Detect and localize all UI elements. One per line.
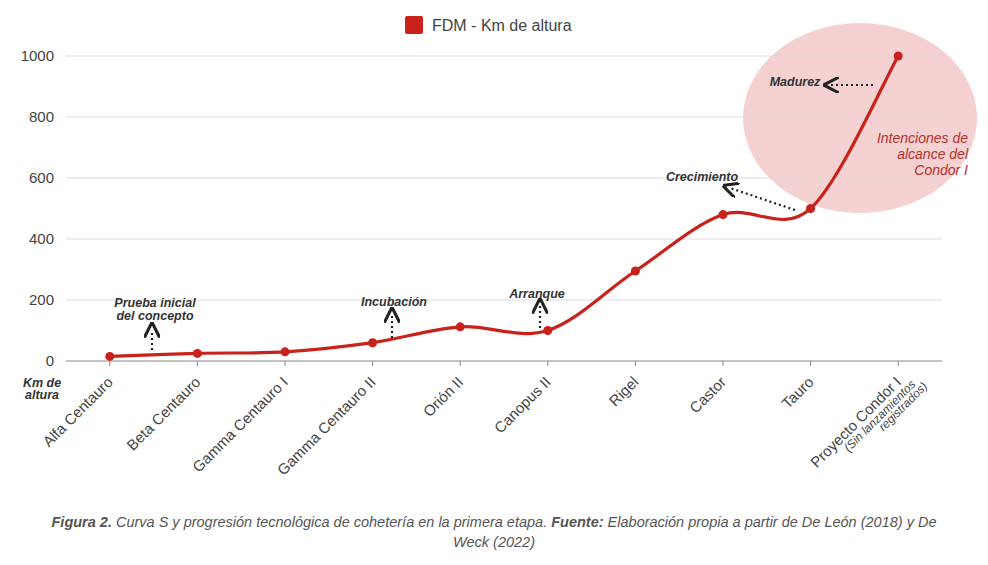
x-tick: [810, 361, 811, 366]
x-tick: [109, 361, 110, 366]
annotation: Arranque: [508, 287, 565, 301]
legend-swatch: [405, 16, 423, 34]
annotation-arrow: [730, 188, 795, 210]
legend-label: FDM - Km de altura: [432, 17, 572, 34]
y-tick-label: 800: [29, 108, 54, 125]
y-tick-label: 600: [29, 169, 54, 186]
x-tick: [285, 361, 286, 366]
grid-line: [66, 56, 942, 57]
y-axis-label: altura: [25, 388, 59, 402]
plot-area: [105, 52, 902, 361]
annotation-arrow: [391, 315, 393, 338]
highlight-ellipse: [743, 23, 977, 213]
series-line: [110, 56, 898, 356]
grid-line: [66, 178, 942, 179]
x-tick: [460, 361, 461, 366]
x-tick-label: Orión II: [420, 373, 467, 420]
x-tick: [372, 361, 373, 366]
x-tick-label: Castor: [686, 373, 729, 416]
annotation: Crecimiento: [666, 170, 739, 184]
x-tick-label: Rigel: [605, 373, 641, 409]
annotation: Madurez: [770, 75, 821, 89]
y-tick-label: 0: [46, 352, 54, 369]
x-tick: [197, 361, 198, 366]
annotation: Prueba inicial: [114, 296, 196, 310]
annotation: alcance del: [897, 146, 969, 162]
x-tick-label: Beta Centauro: [123, 373, 203, 453]
annotation-arrow: [831, 84, 873, 86]
grid-line: [66, 239, 942, 240]
annotation-arrow: [151, 330, 153, 350]
x-tick-label: Canopus II: [491, 373, 554, 436]
x-tick-label: Tauro: [778, 373, 817, 412]
caption-part: Curva S y progresión tecnológica de cohe…: [112, 514, 551, 530]
x-tick: [635, 361, 636, 366]
annotation: Intenciones de: [877, 130, 968, 146]
x-tick-label: Gamma Centauro I: [189, 373, 291, 475]
caption-part: Fuente:: [551, 514, 603, 530]
annotation: del concepto: [116, 309, 193, 323]
x-tick-label: Gamma Centauro II: [274, 373, 379, 478]
x-tick: [898, 361, 899, 366]
annotation: registrados): [876, 379, 931, 434]
annotation: (Sin lanzamientos: [841, 377, 918, 454]
annotation: Condor I: [914, 162, 968, 178]
x-tick: [547, 361, 548, 366]
y-tick-label: 400: [29, 230, 54, 247]
grid-line: [66, 117, 942, 118]
y-tick-label: 1000: [21, 47, 54, 64]
caption: Figura 2. Curva S y progresión tecnológi…: [40, 512, 948, 552]
annotation: Incubación: [361, 295, 427, 309]
x-tick: [723, 361, 724, 366]
caption-part: Figura 2.: [52, 514, 112, 530]
grid-line: [66, 300, 942, 301]
y-tick-label: 200: [29, 291, 54, 308]
annotation-arrow: [539, 306, 541, 328]
